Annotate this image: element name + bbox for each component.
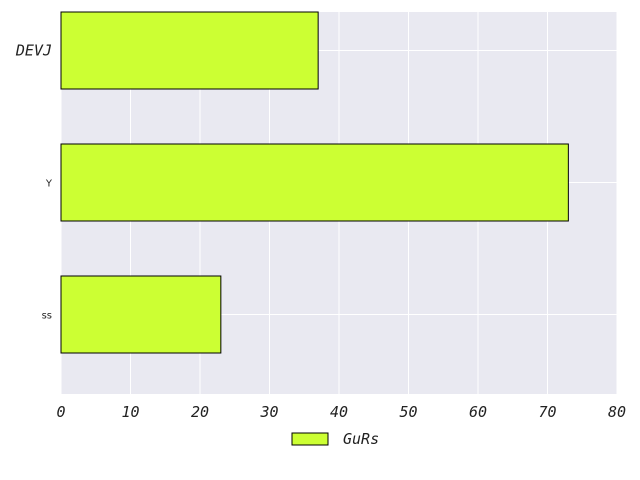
x-tick-label-50: 50 — [399, 403, 417, 421]
x-tick-label-40: 40 — [330, 403, 348, 421]
x-tick-label-70: 70 — [538, 403, 556, 421]
x-tick-label-60: 60 — [469, 403, 487, 421]
x-tick-label-20: 20 — [191, 403, 209, 421]
bars — [60, 11, 569, 354]
y-tick-label-ss: ss — [42, 311, 52, 322]
bar-ss — [60, 275, 222, 354]
bar-Y — [60, 143, 569, 222]
legend-label: GuRs — [343, 430, 379, 448]
y-tick-label-Y: Y — [45, 179, 53, 190]
y-tick-label-DEVJ: DEVJ — [15, 42, 52, 60]
x-tick-label-30: 30 — [259, 403, 278, 421]
legend-swatch — [291, 432, 329, 446]
x-tick-label-0: 0 — [56, 403, 65, 421]
x-axis-ticks: 0 10 20 30 40 50 60 70 80 — [56, 403, 626, 421]
legend: GuRs — [291, 430, 379, 448]
x-tick-label-10: 10 — [121, 403, 139, 421]
y-axis-ticks: DEVJ Yss — [15, 42, 53, 322]
bar-DEVJ — [60, 11, 319, 90]
x-tick-label-80: 80 — [608, 403, 626, 421]
